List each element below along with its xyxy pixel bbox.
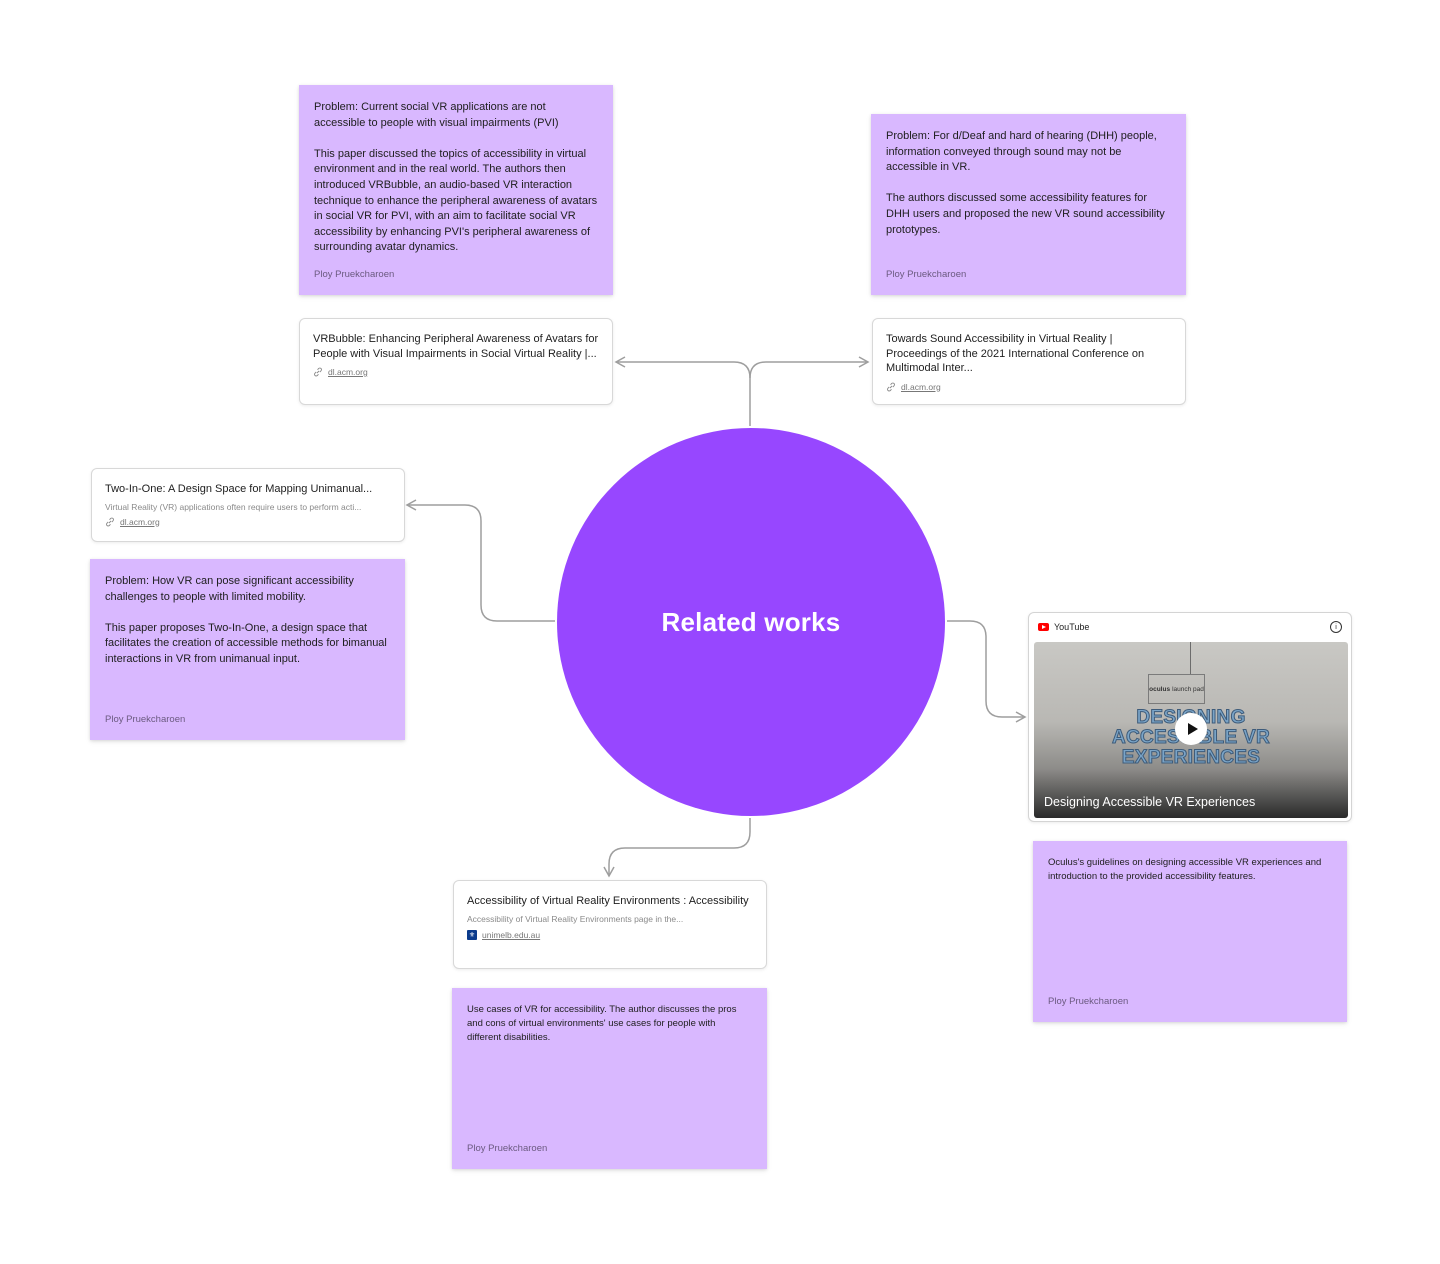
link-card-domain-text: unimelb.edu.au [482, 929, 541, 940]
sticky-note-text: Problem: For d/Deaf and hard of hearing … [886, 130, 1165, 236]
link-icon [314, 367, 322, 377]
connector-video [947, 620, 1027, 723]
link-card-title: Towards Sound Accessibility in Virtual R… [886, 333, 1145, 374]
link-card-vrbubble[interactable]: VRBubble: Enhancing Peripheral Awareness… [299, 318, 613, 405]
connector-sound [749, 356, 870, 379]
link-card-domain[interactable]: dl.acm.org [886, 382, 1172, 392]
link-card-domain-text: dl.acm.org [328, 367, 368, 377]
sticky-note-sound[interactable]: Problem: For d/Deaf and hard of hearing … [871, 114, 1186, 295]
unimelb-favicon-icon: ⚜ [467, 929, 477, 940]
video-provider: YouTube [1054, 622, 1090, 632]
video-thumbnail[interactable]: oculus launch pad DESIGNING ACCESSIBLE V… [1034, 642, 1348, 818]
sticky-note-text: Problem: Current social VR applications … [314, 101, 598, 254]
hub-circle[interactable]: Related works [557, 428, 945, 816]
info-icon[interactable]: i [1330, 621, 1342, 633]
thumbnail-sub: launch pad [1172, 685, 1204, 693]
link-card-unimelb[interactable]: Accessibility of Virtual Reality Environ… [453, 880, 767, 969]
thumbnail-brand: oculus [1149, 685, 1171, 693]
link-card-description: Accessibility of Virtual Reality Environ… [467, 913, 684, 924]
sticky-note-author: Ploy Pruekcharoen [886, 269, 967, 280]
sticky-note-text: Oculus's guidelines on designing accessi… [1048, 857, 1322, 882]
sticky-note-author: Ploy Pruekcharoen [314, 269, 395, 280]
connector-unimelb [603, 818, 751, 878]
link-icon [887, 382, 895, 391]
sticky-note-author: Ploy Pruekcharoen [105, 714, 186, 725]
sticky-note-text: Use cases of VR for accessibility. The a… [467, 1004, 737, 1043]
link-card-description: Virtual Reality (VR) applications often … [105, 501, 362, 512]
link-card-title: Two-In-One: A Design Space for Mapping U… [105, 483, 373, 495]
sticky-note-unimelb[interactable]: Use cases of VR for accessibility. The a… [452, 988, 767, 1169]
youtube-icon [1038, 623, 1049, 631]
link-card-sound[interactable]: Towards Sound Accessibility in Virtual R… [872, 318, 1186, 405]
connector-twoinone [405, 499, 555, 622]
sticky-note-author: Ploy Pruekcharoen [1048, 996, 1129, 1007]
thumbnail-stand-line [1190, 642, 1191, 674]
sticky-note-twoinone[interactable]: Problem: How VR can pose significant acc… [90, 559, 405, 740]
thumbnail-launchpad-sign: oculus launch pad [1148, 674, 1205, 704]
link-card-twoinone[interactable]: Two-In-One: A Design Space for Mapping U… [91, 468, 405, 542]
link-icon [106, 517, 114, 526]
sticky-note-oculus[interactable]: Oculus's guidelines on designing accessi… [1033, 841, 1347, 1022]
hub-label: Related works [661, 606, 841, 637]
link-card-title: VRBubble: Enhancing Peripheral Awareness… [313, 333, 599, 360]
link-card-domain[interactable]: dl.acm.org [313, 367, 599, 377]
video-title: Designing Accessible VR Experiences [1044, 795, 1256, 809]
link-card-domain[interactable]: ⚜ unimelb.edu.au [467, 929, 753, 940]
sticky-note-text: Problem: How VR can pose significant acc… [105, 575, 387, 665]
video-embed[interactable]: YouTube i oculus launch pad DESIGNING AC… [1028, 612, 1352, 822]
link-card-domain-text: dl.acm.org [901, 381, 941, 392]
sticky-note-vrbubble[interactable]: Problem: Current social VR applications … [299, 85, 613, 295]
link-card-title: Accessibility of Virtual Reality Environ… [467, 895, 749, 907]
connector-vrbubble [614, 356, 751, 426]
link-card-domain[interactable]: dl.acm.org [105, 517, 391, 527]
link-card-domain-text: dl.acm.org [120, 516, 160, 527]
sticky-note-author: Ploy Pruekcharoen [467, 1143, 548, 1154]
play-button[interactable] [1175, 713, 1207, 745]
video-embed-header: YouTube i [1029, 613, 1351, 641]
